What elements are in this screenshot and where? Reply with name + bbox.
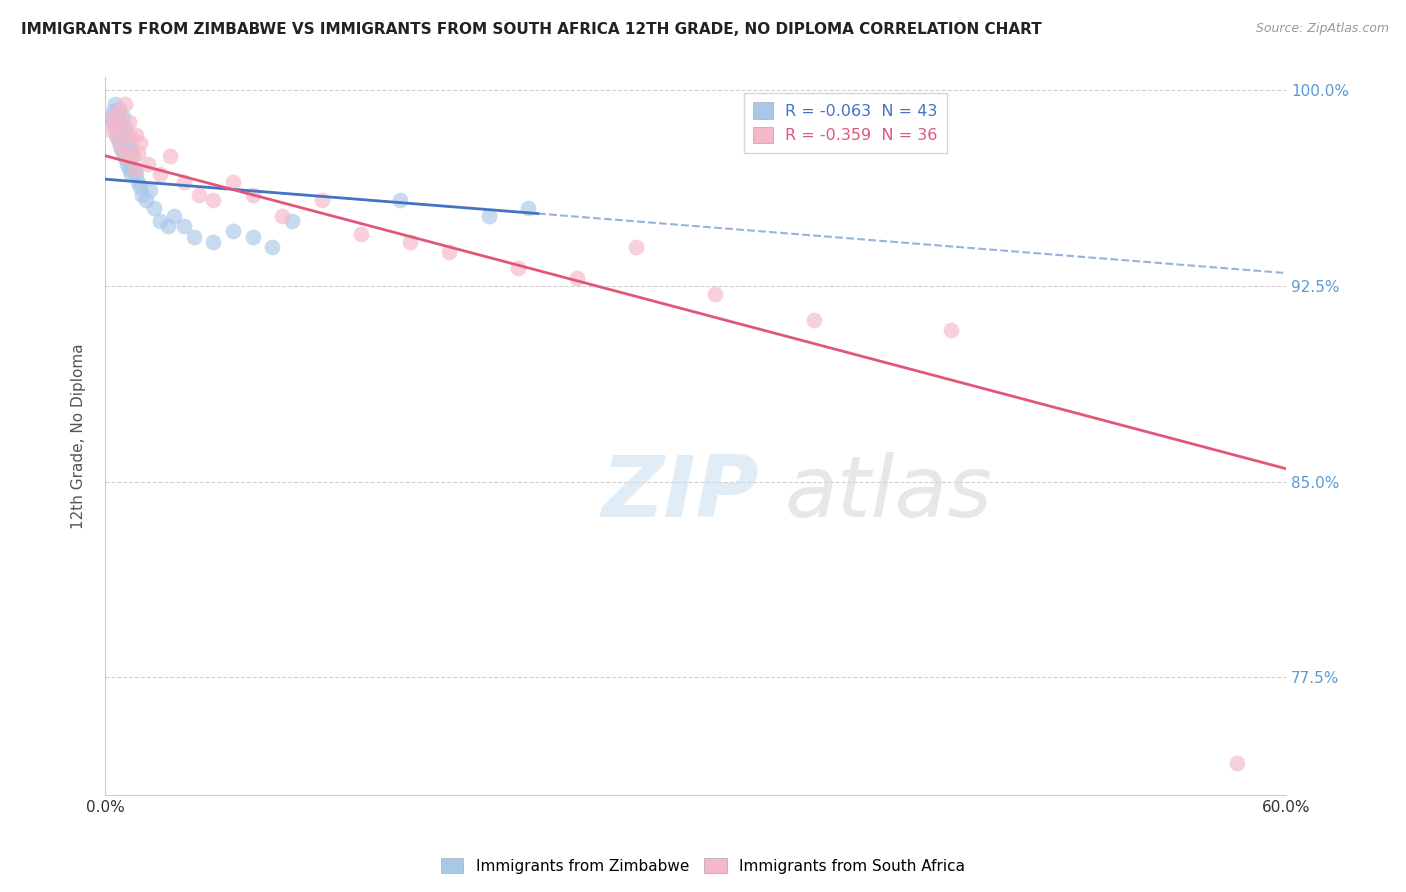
Point: [111, 110, 134, 124]
Point: [222, 224, 245, 238]
Point: [517, 201, 540, 215]
Point: [242, 187, 264, 202]
Point: [129, 180, 152, 194]
Point: [125, 167, 148, 181]
Point: [149, 167, 172, 181]
Point: [131, 187, 153, 202]
Text: Source: ZipAtlas.com: Source: ZipAtlas.com: [1256, 22, 1389, 36]
Point: [107, 136, 129, 150]
Point: [222, 175, 245, 189]
Point: [478, 209, 501, 223]
Point: [183, 229, 205, 244]
Point: [439, 245, 461, 260]
Point: [104, 122, 127, 136]
Point: [120, 167, 142, 181]
Point: [121, 149, 143, 163]
Point: [399, 235, 422, 249]
Point: [124, 161, 146, 176]
Point: [115, 149, 138, 163]
Point: [105, 115, 128, 129]
Point: [114, 151, 136, 165]
Point: [262, 240, 284, 254]
Point: [156, 219, 179, 233]
Point: [101, 104, 124, 119]
Point: [127, 175, 149, 189]
Point: [124, 161, 146, 176]
Y-axis label: 12th Grade, No Diploma: 12th Grade, No Diploma: [72, 343, 86, 529]
Point: [107, 102, 129, 116]
Point: [114, 96, 136, 111]
Point: [163, 209, 186, 223]
Point: [1226, 756, 1249, 771]
Point: [202, 235, 225, 249]
Point: [117, 115, 139, 129]
Point: [159, 149, 181, 163]
Point: [110, 141, 132, 155]
Point: [104, 96, 127, 111]
Point: [139, 183, 162, 197]
Point: [350, 227, 373, 241]
Point: [202, 193, 225, 207]
Point: [941, 323, 963, 337]
Legend: Immigrants from Zimbabwe, Immigrants from South Africa: Immigrants from Zimbabwe, Immigrants fro…: [434, 852, 972, 880]
Point: [271, 209, 294, 223]
Legend: R = -0.063  N = 43, R = -0.359  N = 36: R = -0.063 N = 43, R = -0.359 N = 36: [744, 93, 948, 153]
Point: [111, 146, 134, 161]
Point: [111, 122, 134, 136]
Point: [117, 136, 139, 150]
Point: [281, 214, 304, 228]
Point: [704, 287, 727, 301]
Point: [120, 130, 142, 145]
Point: [127, 146, 149, 161]
Point: [626, 240, 648, 254]
Point: [149, 214, 172, 228]
Point: [129, 136, 152, 150]
Point: [100, 110, 122, 124]
Point: [188, 187, 211, 202]
Point: [117, 161, 139, 176]
Point: [115, 156, 138, 170]
Point: [110, 141, 132, 155]
Point: [120, 141, 142, 155]
Text: ZIP: ZIP: [600, 452, 759, 535]
Point: [803, 313, 825, 327]
Point: [110, 122, 132, 136]
Point: [311, 193, 333, 207]
Point: [389, 193, 412, 207]
Point: [173, 219, 195, 233]
Point: [105, 130, 128, 145]
Point: [121, 149, 143, 163]
Point: [242, 229, 264, 244]
Point: [100, 122, 122, 136]
Point: [508, 260, 530, 275]
Point: [107, 104, 129, 119]
Point: [105, 130, 128, 145]
Point: [143, 201, 166, 215]
Point: [125, 128, 148, 142]
Point: [101, 115, 124, 129]
Text: atlas: atlas: [785, 452, 993, 535]
Point: [567, 271, 589, 285]
Point: [101, 110, 124, 124]
Point: [136, 156, 159, 170]
Point: [135, 193, 157, 207]
Point: [173, 175, 195, 189]
Point: [115, 128, 138, 142]
Point: [114, 120, 136, 134]
Point: [104, 115, 127, 129]
Text: IMMIGRANTS FROM ZIMBABWE VS IMMIGRANTS FROM SOUTH AFRICA 12TH GRADE, NO DIPLOMA : IMMIGRANTS FROM ZIMBABWE VS IMMIGRANTS F…: [21, 22, 1042, 37]
